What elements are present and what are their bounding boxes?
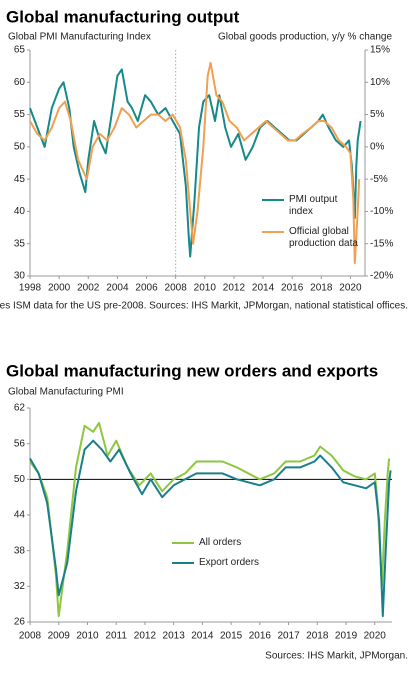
- legend-label: PMI output index: [289, 194, 338, 217]
- legend-entry: All orders: [172, 537, 292, 549]
- x-tick-label: 2016: [281, 283, 304, 294]
- y2-tick-label: 10%: [370, 77, 390, 88]
- x-tick-label: 2020: [339, 283, 362, 294]
- x-tick-label: 2014: [191, 631, 214, 642]
- x-tick-label: 2019: [335, 631, 358, 642]
- y-tick-label: 44: [14, 510, 26, 521]
- x-tick-label: 2008: [19, 631, 42, 642]
- y-tick-label: 38: [14, 545, 26, 556]
- x-tick-label: 2018: [310, 283, 333, 294]
- legend-key: [262, 231, 284, 233]
- x-tick-label: 2015: [220, 631, 243, 642]
- y2-tick-label: -10%: [370, 206, 393, 217]
- x-tick-label: 2014: [252, 283, 275, 294]
- series-line: [29, 61, 361, 265]
- x-tick-label: 2006: [135, 283, 158, 294]
- x-tick-label: 2018: [306, 631, 329, 642]
- x-tick-label: 2011: [105, 631, 127, 642]
- x-tick-label: 2004: [106, 283, 129, 294]
- y-tick-label: 30: [14, 271, 26, 282]
- y-tick-label: 35: [14, 238, 26, 249]
- y-tick-label: 45: [14, 174, 26, 185]
- y-tick-label: 60: [14, 77, 26, 88]
- y-tick-label: 50: [14, 141, 26, 152]
- x-tick-label: 2020: [364, 631, 387, 642]
- y-axis-label: Global Manufacturing PMI: [8, 387, 124, 398]
- y2-axis-label: Global goods production, y/y % change: [218, 32, 392, 43]
- x-tick-label: 2002: [77, 283, 100, 294]
- chart-title: Global manufacturing output: [6, 7, 240, 26]
- y2-tick-label: 15%: [370, 45, 390, 56]
- y-tick-label: 26: [14, 617, 26, 628]
- x-tick-label: 2013: [163, 631, 186, 642]
- legend: All orders Export orders: [172, 537, 292, 577]
- x-tick-label: 2016: [249, 631, 272, 642]
- y2-tick-label: -20%: [370, 271, 393, 282]
- x-tick-label: 2010: [76, 631, 99, 642]
- y-tick-label: 65: [14, 45, 26, 56]
- legend-entry: PMI output index: [262, 194, 362, 218]
- y-tick-label: 50: [14, 474, 26, 485]
- series-line: [29, 421, 391, 618]
- legend-key: [262, 199, 284, 201]
- legend-label: All orders: [199, 537, 242, 548]
- x-tick-label: 2012: [223, 283, 246, 294]
- legend: PMI output index Official global producti…: [262, 194, 362, 258]
- series-line: [29, 439, 392, 618]
- legend-key: [172, 542, 194, 544]
- y2-tick-label: 0%: [370, 141, 385, 152]
- x-tick-label: 2010: [194, 283, 217, 294]
- y-axis-label: Global PMI Manufacturing Index: [8, 32, 151, 43]
- y-tick-label: 55: [14, 109, 26, 120]
- x-tick-label: 2012: [134, 631, 157, 642]
- footnote: * Uses ISM data for the US pre-2008. Sou…: [0, 301, 408, 312]
- x-tick-label: 2009: [48, 631, 71, 642]
- x-tick-label: 2000: [48, 283, 71, 294]
- y-tick-label: 32: [14, 581, 26, 592]
- y2-tick-label: -15%: [370, 238, 393, 249]
- y-tick-label: 56: [14, 438, 26, 449]
- legend-entry: Export orders: [172, 557, 292, 569]
- footnote: Sources: IHS Markit, JPMorgan.: [265, 651, 408, 662]
- legend-label: Official global production data: [289, 226, 358, 249]
- y2-tick-label: -5%: [370, 174, 388, 185]
- legend-entry: Official global production data: [262, 226, 362, 250]
- chart-title: Global manufacturing new orders and expo…: [6, 361, 378, 380]
- series-line: [29, 68, 362, 258]
- x-tick-label: 2017: [277, 631, 300, 642]
- legend-key: [172, 562, 194, 564]
- y-tick-label: 62: [14, 403, 26, 414]
- legend-label: Export orders: [199, 557, 260, 568]
- x-tick-label: 1998: [19, 283, 42, 294]
- y2-tick-label: 5%: [370, 109, 385, 120]
- x-tick-label: 2008: [165, 283, 188, 294]
- y-tick-label: 40: [14, 206, 26, 217]
